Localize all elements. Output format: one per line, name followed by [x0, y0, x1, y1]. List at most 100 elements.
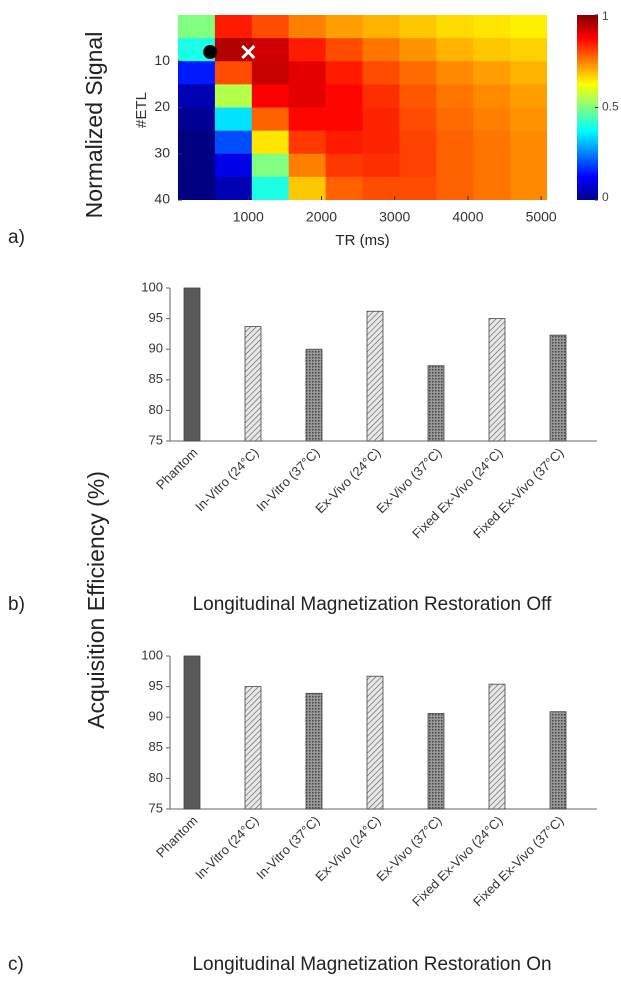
heatmap-cell [436, 153, 474, 178]
panel-label: c) [8, 954, 24, 975]
heatmap-cell [214, 84, 253, 109]
y-tick-label: 90 [149, 341, 163, 356]
panel-label: a) [8, 227, 25, 248]
bar [549, 711, 567, 810]
heatmap-cell [436, 61, 474, 85]
bar [366, 310, 384, 442]
heatmap-cell [510, 130, 547, 155]
heatmap-cell [362, 15, 400, 39]
heatmap-cell [214, 15, 253, 39]
bar [244, 686, 262, 810]
x-tick-label: 2000 [306, 209, 337, 225]
heatmap-cell [510, 84, 547, 109]
heatmap-cell [288, 84, 327, 109]
y-tick-label: 40 [154, 191, 170, 207]
x-tick-label: In-Vitro (37°C) [253, 445, 322, 514]
heatmap-cell [251, 15, 290, 39]
x-tick-label: Phantom [153, 813, 200, 860]
heatmap-cell [251, 84, 290, 109]
heatmap-cell [214, 61, 253, 85]
heatmap-cell [251, 176, 290, 200]
heatmap-cell [399, 153, 437, 178]
bar [366, 675, 384, 810]
heatmap-cell [214, 130, 253, 155]
y-tick-label: 95 [149, 678, 163, 693]
heatmap-cell [178, 176, 216, 200]
y-tick-label: 95 [149, 310, 163, 325]
x-tick-label: In-Vitro (37°C) [253, 813, 322, 882]
heatmap-cell [288, 176, 327, 200]
heatmap-cell [251, 153, 290, 178]
colorbar-tick-label: 0 [602, 190, 609, 204]
y-tick-label: 100 [141, 647, 163, 662]
heatmap-cell [399, 38, 437, 62]
heatmap-cell [288, 15, 327, 39]
heatmap-cell [214, 153, 253, 178]
heatmap-cell [473, 176, 511, 200]
x-tick-label: In-Vitro (24°C) [192, 445, 261, 514]
heatmap-cell [325, 38, 364, 62]
y-tick-label: 80 [149, 402, 163, 417]
heatmap-cell [473, 130, 511, 155]
bar [183, 287, 201, 442]
heatmap-cell [399, 107, 437, 132]
heatmap-cell [436, 176, 474, 200]
x-tick-label: 5000 [526, 209, 557, 225]
heatmap-cell [473, 84, 511, 109]
heatmap-cell [214, 107, 253, 132]
heatmap-cell [251, 38, 290, 62]
heatmap-cell [178, 107, 216, 132]
heatmap-cell [510, 176, 547, 200]
heatmap-cell [325, 84, 364, 109]
y-tick-label: 100 [141, 279, 163, 294]
y-tick-label: 30 [154, 144, 170, 160]
heatmap-cell [325, 130, 364, 155]
heatmap-cell [436, 15, 474, 39]
heatmap-cell [288, 61, 327, 85]
bar [427, 713, 445, 810]
heatmap-cell [362, 107, 400, 132]
heatmap-cell [288, 38, 327, 62]
heatmap-cell [436, 130, 474, 155]
heatmap-cell [510, 61, 547, 85]
heatmap-cell [178, 15, 216, 39]
heatmap-cell [362, 84, 400, 109]
panel-label: b) [8, 594, 25, 615]
bar [244, 326, 262, 442]
colorbar [577, 15, 598, 200]
heatmap-cell [510, 107, 547, 132]
marker [203, 45, 218, 59]
bar [305, 348, 323, 442]
heatmap-cell [436, 84, 474, 109]
heatmap-cell [288, 153, 327, 178]
heatmap-cell [399, 130, 437, 155]
colorbar-tick-label: 0.5 [602, 100, 619, 114]
heatmap-cell [399, 61, 437, 85]
heatmap-cell [288, 130, 327, 155]
heatmap-cell [288, 107, 327, 132]
heatmap-cell [510, 38, 547, 62]
bar [183, 655, 201, 810]
heatmap-cell [362, 130, 400, 155]
outer-y-label: Normalized Signal [81, 32, 107, 219]
y-axis-label: Acquisition Efficiency (%) [83, 471, 109, 729]
bar [549, 334, 567, 442]
y-tick-label: 85 [149, 371, 163, 386]
heatmap-cell [399, 84, 437, 109]
x-axis-label: TR (ms) [335, 232, 389, 249]
heatmap-cell [251, 61, 290, 85]
heatmap-cell [362, 38, 400, 62]
heatmap-cell [325, 153, 364, 178]
y-tick-label: 90 [149, 709, 163, 724]
heatmap-cell [178, 61, 216, 85]
bar [488, 683, 506, 810]
y-tick-label: 10 [154, 52, 170, 68]
x-tick-label: Phantom [153, 445, 200, 492]
heatmap-cell [325, 176, 364, 200]
bar [305, 692, 323, 810]
heatmap-cell [178, 153, 216, 178]
y-tick-label: 85 [149, 739, 163, 754]
heatmap-cell [510, 153, 547, 178]
heatmap-cell [399, 176, 437, 200]
